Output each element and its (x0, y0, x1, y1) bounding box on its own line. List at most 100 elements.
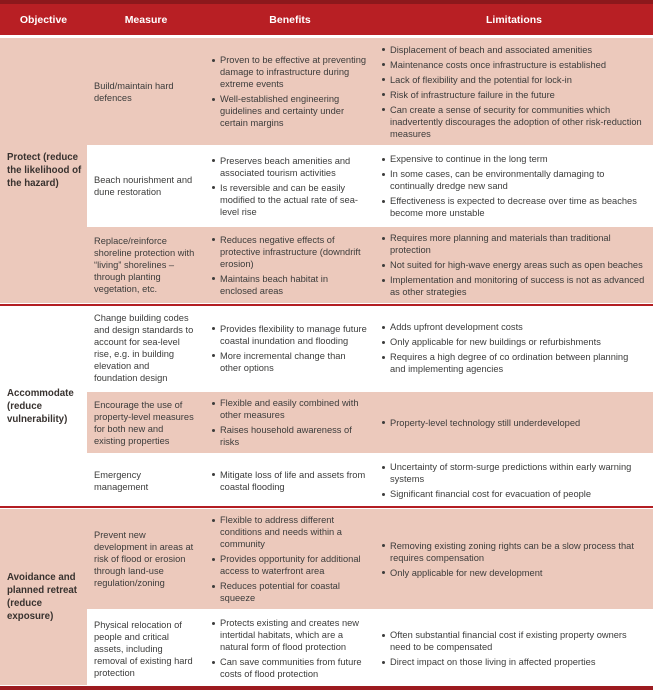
limitation-item: Maintenance costs once infrastructure is… (381, 59, 645, 71)
limitations-list: Uncertainty of storm-surge predictions w… (381, 461, 645, 500)
limitation-item: Uncertainty of storm-surge predictions w… (381, 461, 645, 485)
benefit-item: Can save communities from future costs o… (211, 656, 367, 680)
limitations-cell: Property-level technology still underdev… (375, 392, 653, 453)
benefit-item: Protects existing and creates new intert… (211, 617, 367, 653)
limitation-item: Only applicable for new development (381, 567, 645, 579)
section-divider (0, 506, 653, 508)
benefit-item: Mitigate loss of life and assets from co… (211, 469, 367, 493)
benefits-cell: Flexible to address different conditions… (205, 509, 375, 609)
limitations-cell: Requires more planning and materials tha… (375, 227, 653, 303)
table-row: Replace/reinforce shoreline protection w… (87, 227, 653, 303)
benefits-list: Preserves beach amenities and associated… (211, 155, 367, 218)
header-objective: Objective (19, 13, 68, 26)
header-limitations: Limitations (485, 13, 542, 26)
table-row: Build/maintain hard defences Proven to b… (87, 38, 653, 145)
limitation-item: Can create a sense of security for commu… (381, 104, 645, 140)
limitations-list: Displacement of beach and associated ame… (381, 44, 645, 140)
section-divider (0, 304, 653, 306)
benefits-list: Protects existing and creates new intert… (211, 617, 367, 680)
section-rows: Build/maintain hard defences Proven to b… (87, 38, 653, 303)
limitation-item: Requires a high degree of co ordination … (381, 351, 645, 375)
limitations-cell: Removing existing zoning rights can be a… (375, 509, 653, 609)
benefits-list: Flexible and easily combined with other … (211, 397, 367, 448)
benefit-item: Well-established engineering guidelines … (211, 93, 367, 129)
limitation-item: Often substantial financial cost if exis… (381, 629, 645, 653)
limitation-item: Direct impact on those living in affecte… (381, 656, 645, 668)
measure-cell: Prevent new development in areas at risk… (94, 530, 194, 588)
limitations-list: Often substantial financial cost if exis… (381, 629, 645, 668)
limitation-item: Removing existing zoning rights can be a… (381, 540, 645, 564)
benefits-list: Proven to be effective at preventing dam… (211, 54, 367, 129)
table-row: Prevent new development in areas at risk… (87, 509, 653, 609)
benefits-cell: Protects existing and creates new intert… (205, 612, 375, 685)
objective-cell: Accommodate (reduce vulnerability) (0, 307, 87, 505)
measure-cell: Replace/reinforce shoreline protection w… (94, 236, 195, 294)
section-rows: Change building codes and design standar… (87, 307, 653, 505)
limitation-item: In some cases, can be environmentally da… (381, 168, 645, 192)
measure-cell: Encourage the use of property-level meas… (94, 399, 194, 446)
limitation-item: Implementation and monitoring of success… (381, 274, 645, 298)
measure-cell: Beach nourishment and dune restoration (94, 175, 193, 197)
section-rows: Prevent new development in areas at risk… (87, 509, 653, 685)
benefits-cell: Mitigate loss of life and assets from co… (205, 456, 375, 505)
benefit-item: Provides flexibility to manage future co… (211, 323, 367, 347)
benefit-item: Reduces negative effects of protective i… (211, 234, 367, 270)
table-row: Emergency management Mitigate loss of li… (87, 456, 653, 505)
benefit-item: More incremental change than other optio… (211, 350, 367, 374)
section-avoidance: Avoidance and planned retreat (reduce ex… (0, 509, 653, 685)
limitation-item: Not suited for high-wave energy areas su… (381, 259, 645, 271)
objective-cell: Protect (reduce the likelihood of the ha… (0, 38, 87, 303)
limitations-cell: Displacement of beach and associated ame… (375, 38, 653, 145)
limitation-item: Adds upfront development costs (381, 321, 645, 333)
table-row: Encourage the use of property-level meas… (87, 392, 653, 453)
limitations-list: Property-level technology still underdev… (381, 417, 645, 429)
header-benefits: Benefits (269, 13, 311, 26)
limitations-cell: Uncertainty of storm-surge predictions w… (375, 456, 653, 505)
table-row: Beach nourishment and dune restoration P… (87, 148, 653, 224)
table-row: Change building codes and design standar… (87, 307, 653, 389)
table-bottom-border (0, 686, 653, 690)
section-protect: Protect (reduce the likelihood of the ha… (0, 38, 653, 303)
benefits-cell: Proven to be effective at preventing dam… (205, 38, 375, 145)
limitations-cell: Adds upfront development costs Only appl… (375, 307, 653, 389)
limitations-cell: Often substantial financial cost if exis… (375, 612, 653, 685)
benefit-item: Is reversible and can be easily modified… (211, 182, 367, 218)
limitation-item: Significant financial cost for evacuatio… (381, 488, 645, 500)
table-header: Objective Measure Benefits Limitations (0, 0, 653, 35)
measure-cell: Change building codes and design standar… (94, 313, 194, 383)
limitation-item: Expensive to continue in the long term (381, 153, 645, 165)
limitation-item: Risk of infrastructure failure in the fu… (381, 89, 645, 101)
measure-cell: Emergency management (94, 469, 149, 492)
section-accommodate: Accommodate (reduce vulnerability) Chang… (0, 307, 653, 505)
limitation-item: Displacement of beach and associated ame… (381, 44, 645, 56)
benefit-item: Provides opportunity for additional acce… (211, 553, 367, 577)
benefits-cell: Preserves beach amenities and associated… (205, 148, 375, 224)
limitations-list: Requires more planning and materials tha… (381, 232, 645, 298)
limitation-item: Lack of flexibility and the potential fo… (381, 74, 645, 86)
benefit-item: Maintains beach habitat in enclosed area… (211, 273, 367, 297)
benefit-item: Flexible to address different conditions… (211, 514, 367, 550)
limitations-list: Removing existing zoning rights can be a… (381, 540, 645, 579)
measure-cell: Physical relocation of people and critic… (94, 619, 193, 678)
benefits-list: Flexible to address different conditions… (211, 514, 367, 604)
benefits-list: Provides flexibility to manage future co… (211, 323, 367, 374)
benefit-item: Raises household awareness of risks (211, 424, 367, 448)
benefit-item: Proven to be effective at preventing dam… (211, 54, 367, 90)
limitation-item: Requires more planning and materials tha… (381, 232, 645, 256)
benefits-list: Reduces negative effects of protective i… (211, 234, 367, 297)
limitations-cell: Expensive to continue in the long term I… (375, 148, 653, 224)
limitation-item: Only applicable for new buildings or ref… (381, 336, 645, 348)
header-measure: Measure (124, 13, 168, 26)
objective-cell: Avoidance and planned retreat (reduce ex… (0, 509, 87, 685)
benefits-cell: Reduces negative effects of protective i… (205, 227, 375, 303)
benefits-cell: Flexible and easily combined with other … (205, 392, 375, 453)
limitation-item: Property-level technology still underdev… (381, 417, 645, 429)
measure-cell: Build/maintain hard defences (94, 80, 174, 103)
limitations-list: Expensive to continue in the long term I… (381, 153, 645, 219)
table-row: Physical relocation of people and critic… (87, 612, 653, 685)
benefits-list: Mitigate loss of life and assets from co… (211, 469, 367, 493)
limitations-list: Adds upfront development costs Only appl… (381, 321, 645, 375)
benefit-item: Preserves beach amenities and associated… (211, 155, 367, 179)
benefits-cell: Provides flexibility to manage future co… (205, 307, 375, 389)
